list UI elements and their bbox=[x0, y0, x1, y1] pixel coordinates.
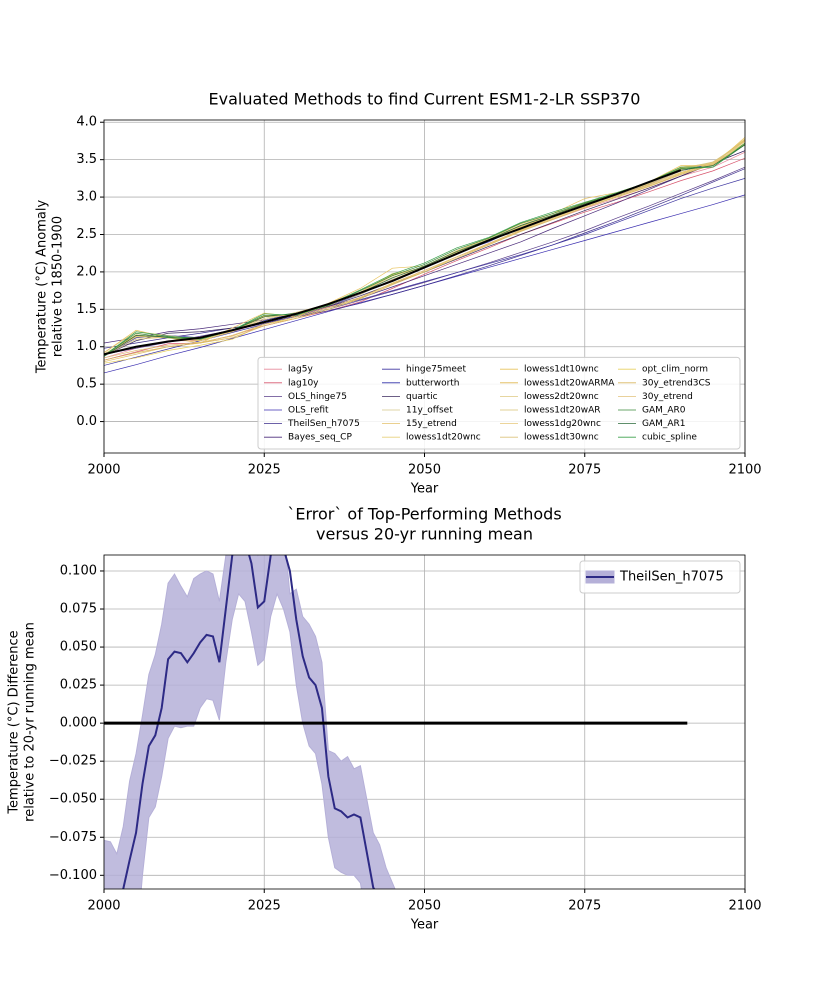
x-tick-label: 2050 bbox=[408, 899, 441, 914]
y-tick-label: 0.025 bbox=[60, 678, 97, 693]
y-tick-label: 3.5 bbox=[76, 152, 97, 167]
chart-title: `Error` of Top-Performing Methods bbox=[287, 505, 561, 524]
series-line bbox=[122, 555, 376, 889]
legend-label: lowess1dt20wAR bbox=[524, 406, 600, 416]
y-tick-label: 0.050 bbox=[60, 640, 97, 655]
y-tick-label: 2.0 bbox=[76, 264, 97, 279]
y-tick-label: 2.5 bbox=[76, 227, 97, 242]
legend-label: 30y_etrend bbox=[642, 392, 693, 402]
plot-area bbox=[104, 136, 745, 374]
legend-label: OLS_refit bbox=[288, 406, 329, 416]
series-line bbox=[104, 143, 745, 359]
legend-label: 11y_offset bbox=[406, 406, 453, 416]
x-tick-label: 2000 bbox=[87, 463, 120, 478]
legend-label: lowess1dt30wnc bbox=[524, 433, 599, 443]
series-line bbox=[104, 150, 745, 344]
legend-label: Bayes_seq_CP bbox=[288, 433, 352, 443]
y-tick-label: −0.100 bbox=[49, 868, 97, 883]
axes-frame bbox=[103, 119, 746, 454]
legend-box bbox=[579, 560, 741, 594]
chart-title: versus 20-yr running mean bbox=[316, 525, 533, 544]
series-line bbox=[104, 168, 745, 349]
reference-line bbox=[104, 169, 682, 356]
legend-box bbox=[257, 356, 741, 450]
legend-label: lowess1dg20wnc bbox=[524, 419, 601, 429]
legend-label: lowess1dt10wnc bbox=[524, 365, 599, 375]
x-tick-label: 2050 bbox=[408, 463, 441, 478]
legend-label: opt_clim_norm bbox=[642, 365, 708, 375]
legend-label: OLS_hinge75 bbox=[288, 392, 347, 402]
legend-label: TheilSen_h7075 bbox=[619, 570, 724, 585]
y-tick-label: −0.025 bbox=[49, 754, 97, 769]
y-tick-label: 0.100 bbox=[60, 563, 97, 578]
y-tick-label: 0.5 bbox=[76, 377, 97, 392]
chart-title: Evaluated Methods to find Current ESM1-2… bbox=[209, 90, 641, 109]
x-tick-label: 2000 bbox=[87, 899, 120, 914]
y-tick-label: −0.050 bbox=[49, 792, 97, 807]
x-axis-label: Year bbox=[410, 918, 439, 933]
y-tick-label: 0.075 bbox=[60, 602, 97, 617]
y-tick-label: 3.0 bbox=[76, 190, 97, 205]
legend-label: lag5y bbox=[288, 365, 313, 375]
y-tick-label: 0.0 bbox=[76, 414, 97, 429]
series-line bbox=[104, 144, 745, 361]
y-tick-label: 1.0 bbox=[76, 339, 97, 354]
y-tick-label: 1.5 bbox=[76, 302, 97, 317]
y-axis-label: relative to 1850-1900 bbox=[51, 216, 66, 357]
y-tick-label: 4.0 bbox=[76, 115, 97, 130]
x-tick-label: 2075 bbox=[568, 899, 601, 914]
x-tick-label: 2025 bbox=[248, 463, 281, 478]
legend-label: 15y_etrend bbox=[406, 419, 457, 429]
legend-label: lowess2dt20wnc bbox=[524, 392, 599, 402]
legend-label: TheilSen_h7075 bbox=[287, 419, 360, 429]
legend-label: lowess1dt20wARMA bbox=[524, 378, 615, 388]
legend-label: cubic_spline bbox=[642, 433, 697, 443]
y-axis-label: relative to 20-yr running mean bbox=[23, 622, 38, 822]
legend-label: GAM_AR1 bbox=[642, 419, 686, 429]
legend-label: GAM_AR0 bbox=[642, 406, 686, 416]
error-band bbox=[104, 555, 396, 889]
x-tick-label: 2025 bbox=[248, 899, 281, 914]
legend-label: lag10y bbox=[288, 378, 319, 388]
y-tick-label: 0.000 bbox=[60, 716, 97, 731]
y-axis-label: Temperature (°C) Anomaly bbox=[35, 200, 50, 375]
legend-label: 30y_etrend3CS bbox=[642, 378, 711, 388]
x-axis-label: Year bbox=[410, 482, 439, 497]
x-tick-label: 2075 bbox=[568, 463, 601, 478]
legend-label: butterworth bbox=[406, 378, 460, 388]
x-tick-label: 2100 bbox=[728, 463, 761, 478]
y-tick-label: −0.075 bbox=[49, 830, 97, 845]
axes-frame bbox=[103, 554, 746, 890]
y-axis-label: Temperature (°C) Difference bbox=[7, 630, 22, 814]
x-tick-label: 2100 bbox=[728, 899, 761, 914]
plot-area bbox=[104, 555, 688, 889]
legend-label: lowess1dt20wnc bbox=[406, 433, 481, 443]
legend-label: quartic bbox=[406, 392, 438, 402]
legend-label: hinge75meet bbox=[406, 365, 466, 375]
